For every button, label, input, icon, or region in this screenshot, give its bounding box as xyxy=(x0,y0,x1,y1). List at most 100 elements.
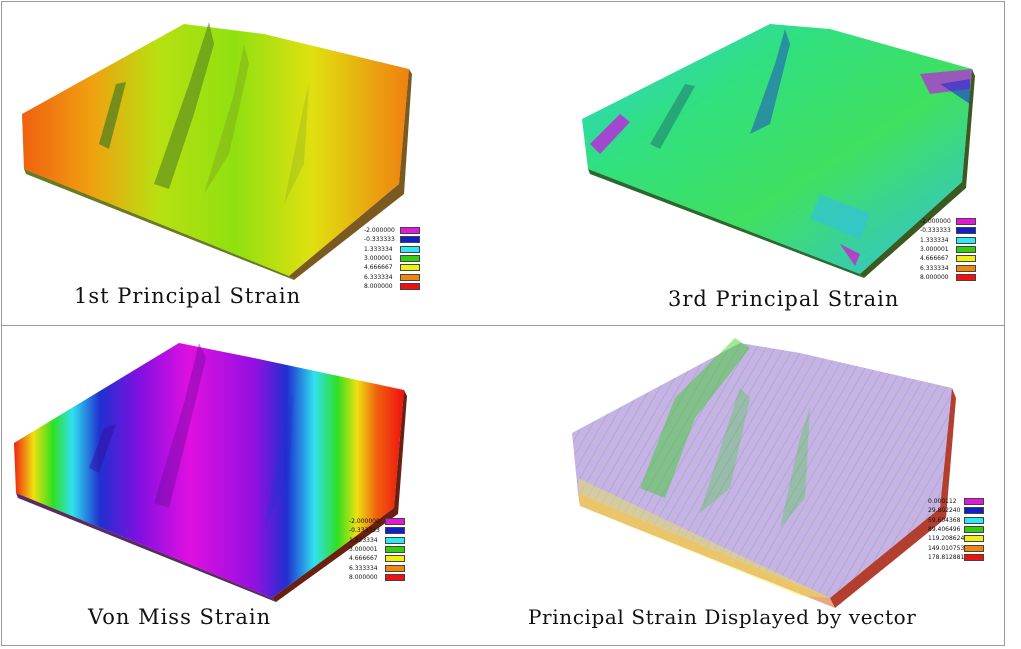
legend-value: -2.000000 xyxy=(349,518,380,526)
legend-swatch xyxy=(400,227,420,235)
legend-swatch xyxy=(964,535,984,543)
legend-entry: -2.000000 xyxy=(364,226,420,235)
legend-swatch xyxy=(400,255,420,263)
figure-frame xyxy=(1,1,1005,646)
model-3rd-principal-strain xyxy=(582,24,975,278)
legend-swatch xyxy=(964,516,984,524)
legend-value: -0.333333 xyxy=(364,236,395,244)
legend-entry: 3.000001 xyxy=(920,245,976,254)
legend-entry: -2.000000 xyxy=(349,517,405,526)
legend-value: 59.604368 xyxy=(928,516,961,524)
legend-value: 6.333334 xyxy=(364,273,393,281)
legend-entry: 0.000112 xyxy=(928,497,984,506)
legend-entry: 3.000001 xyxy=(349,545,405,554)
legend-entry: 59.604368 xyxy=(928,516,984,525)
legend-value: 6.333334 xyxy=(920,264,949,272)
legend-swatch xyxy=(956,236,976,244)
legend-value: 0.000112 xyxy=(928,498,957,506)
legend-entry: 6.333334 xyxy=(349,563,405,572)
legend-value: 29.802240 xyxy=(928,507,961,515)
legend-value: 3.000001 xyxy=(364,255,393,263)
panel-caption: 1st Principal Strain xyxy=(74,284,302,308)
legend-entry: 8.000000 xyxy=(364,282,420,291)
color-legend: -2.000000 -0.333333 1.333334 3.000001 4.… xyxy=(920,217,976,282)
legend-swatch xyxy=(964,498,984,506)
legend-entry: 119.208624 xyxy=(928,534,984,543)
legend-swatch xyxy=(385,518,405,526)
model-principal-strain-vector xyxy=(572,338,956,608)
legend-value: 149.010753 xyxy=(928,544,965,552)
legend-value: -2.000000 xyxy=(920,218,951,226)
legend-swatch xyxy=(400,236,420,244)
legend-entry: -0.333333 xyxy=(920,226,976,235)
legend-entry: 149.010753 xyxy=(928,543,984,552)
legend-swatch xyxy=(385,564,405,572)
legend-swatch xyxy=(956,246,976,254)
color-legend: 0.000112 29.802240 59.604368 89.406496 1… xyxy=(928,497,984,562)
legend-value: 4.666667 xyxy=(920,255,949,263)
panel-von-miss-strain: -2.000000 -0.333333 1.333334 3.000001 4.… xyxy=(4,328,504,648)
legend-swatch xyxy=(956,227,976,235)
legend-value: 4.666667 xyxy=(364,264,393,272)
legend-swatch xyxy=(964,507,984,515)
panel-caption: Principal Strain Displayed by vector xyxy=(528,605,917,629)
legend-entry: 29.802240 xyxy=(928,506,984,515)
legend-value: 178.812881 xyxy=(928,553,965,561)
panel-3rd-principal-strain: -2.000000 -0.333333 1.333334 3.000001 4.… xyxy=(500,4,1000,324)
panel-1st-principal-strain: -2.000000 -0.333333 1.333334 3.000001 4.… xyxy=(4,4,504,324)
legend-value: 6.333334 xyxy=(349,564,378,572)
color-legend: -2.000000 -0.333333 1.333334 3.000001 4.… xyxy=(349,517,405,582)
legend-swatch xyxy=(964,553,984,561)
legend-entry: 1.333334 xyxy=(349,536,405,545)
legend-entry: 8.000000 xyxy=(920,273,976,282)
panel-caption: 3rd Principal Strain xyxy=(668,287,900,311)
legend-value: 1.333334 xyxy=(349,536,378,544)
legend-entry: 8.000000 xyxy=(349,573,405,582)
legend-swatch xyxy=(385,546,405,554)
legend-swatch xyxy=(400,282,420,290)
legend-value: 3.000001 xyxy=(920,246,949,254)
legend-entry: 89.406496 xyxy=(928,525,984,534)
legend-value: 8.000000 xyxy=(364,282,393,290)
legend-value: 119.208624 xyxy=(928,535,965,543)
color-legend: -2.000000 -0.333333 1.333334 3.000001 4.… xyxy=(364,226,420,291)
legend-value: -0.333333 xyxy=(349,527,380,535)
legend-swatch xyxy=(400,245,420,253)
panel-caption: Von Miss Strain xyxy=(88,605,272,629)
legend-entry: 6.333334 xyxy=(920,263,976,272)
legend-entry: 178.812881 xyxy=(928,553,984,562)
legend-swatch xyxy=(385,527,405,535)
legend-swatch xyxy=(964,526,984,534)
legend-swatch xyxy=(956,273,976,281)
legend-value: -0.333333 xyxy=(920,227,951,235)
legend-value: 1.333334 xyxy=(364,245,393,253)
legend-entry: 4.666667 xyxy=(920,254,976,263)
legend-entry: -0.333333 xyxy=(364,235,420,244)
legend-swatch xyxy=(400,273,420,281)
legend-swatch xyxy=(956,255,976,263)
legend-value: 8.000000 xyxy=(349,573,378,581)
legend-value: -2.000000 xyxy=(364,227,395,235)
legend-entry: 1.333334 xyxy=(920,236,976,245)
legend-value: 1.333334 xyxy=(920,236,949,244)
legend-entry: -2.000000 xyxy=(920,217,976,226)
row-divider xyxy=(1,325,1005,326)
legend-swatch xyxy=(385,536,405,544)
legend-swatch xyxy=(964,544,984,552)
legend-value: 3.000001 xyxy=(349,546,378,554)
panel-principal-strain-vector: 0.000112 29.802240 59.604368 89.406496 1… xyxy=(500,328,1000,648)
legend-swatch xyxy=(385,555,405,563)
legend-value: 89.406496 xyxy=(928,526,961,534)
legend-swatch xyxy=(956,264,976,272)
model-1st-principal-strain xyxy=(22,22,412,280)
legend-entry: -0.333333 xyxy=(349,526,405,535)
legend-entry: 6.333334 xyxy=(364,272,420,281)
legend-swatch xyxy=(385,573,405,581)
legend-value: 8.000000 xyxy=(920,273,949,281)
legend-entry: 3.000001 xyxy=(364,254,420,263)
legend-swatch xyxy=(956,218,976,226)
model-von-miss-strain xyxy=(14,343,407,602)
legend-swatch xyxy=(400,264,420,272)
legend-value: 4.666667 xyxy=(349,555,378,563)
legend-entry: 1.333334 xyxy=(364,245,420,254)
